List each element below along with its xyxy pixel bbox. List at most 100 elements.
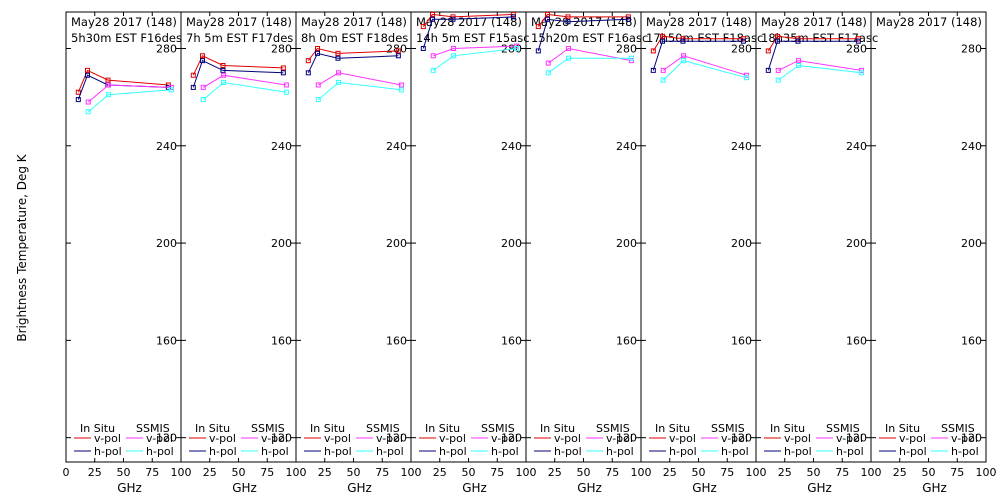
x-tick-label: 50 (232, 466, 246, 479)
legend-ssmis-title: SSMIS (711, 422, 745, 435)
data-point (628, 55, 634, 61)
series-ssmis-h (200, 80, 289, 103)
x-tick-label: 25 (663, 466, 677, 479)
series-ssmis-v (660, 53, 749, 78)
x-tick-label: 50 (922, 466, 936, 479)
data-point (85, 109, 91, 115)
series-ssmis-h (315, 80, 404, 103)
series-ssmis-h (430, 45, 519, 73)
y-tick-label: 160 (846, 334, 867, 347)
data-point (545, 60, 551, 66)
series-line (767, 40, 859, 71)
data-point (765, 67, 771, 73)
legend-insitu-vpol-label: v-pol (94, 432, 121, 445)
series-insitu-h (190, 58, 286, 90)
legend-insitu-vpol-label: v-pol (554, 432, 581, 445)
series-line (767, 35, 859, 52)
series-line (203, 74, 287, 88)
y-tick-label: 280 (731, 42, 752, 55)
series-ssmis-h (85, 87, 174, 115)
x-axis-label: GHz (347, 481, 372, 495)
panel-time-sat: 15h20m EST F16asc (531, 31, 648, 45)
y-tick-label: 120 (271, 432, 292, 445)
x-tick-label: 100 (631, 466, 652, 479)
series-ssmis-v (775, 58, 864, 73)
series-insitu-v (305, 45, 401, 64)
panel-7: 120 160 200 240 280 25 50 75 100 GHz May28 2017 (1… (755, 11, 882, 495)
series-line (317, 81, 402, 100)
legend-insitu-hpol-label: h-pol (439, 445, 467, 458)
data-point (565, 19, 571, 25)
x-tick-label: 75 (260, 466, 274, 479)
y-tick-label: 280 (846, 42, 867, 55)
panel-time-sat: 8h 0m EST F18des (301, 31, 408, 45)
series-line (537, 18, 629, 52)
series-line (662, 60, 747, 81)
legend-insitu-hpol-label: h-pol (669, 445, 697, 458)
data-point (660, 67, 666, 73)
y-tick-label: 240 (616, 140, 637, 153)
legend-ssmis-vpol-label: v-pol (261, 432, 288, 445)
panel-date: May28 2017 (148) (761, 15, 867, 29)
x-tick-label: 50 (462, 466, 476, 479)
series-line (652, 35, 744, 52)
x-axis-label: GHz (577, 481, 602, 495)
legend-ssmis-title: SSMIS (251, 422, 285, 435)
series-insitu-h (650, 38, 746, 73)
data-point (106, 82, 112, 88)
x-tick-label: 50 (577, 466, 591, 479)
data-point (398, 82, 404, 88)
data-point (190, 84, 196, 90)
x-tick-label: 75 (720, 466, 734, 479)
legend-insitu-title: In Situ (310, 422, 345, 435)
x-axis-label: GHz (692, 481, 717, 495)
data-point (565, 14, 571, 20)
panel-date: May28 2017 (148) (646, 15, 752, 29)
data-point (220, 63, 226, 69)
legend-ssmis-hpol-label: h-pol (146, 445, 174, 458)
x-tick-label: 50 (117, 466, 131, 479)
series-insitu-h (75, 72, 171, 103)
y-tick-label: 120 (846, 432, 867, 445)
y-tick-label: 160 (616, 334, 637, 347)
panel-1: 120 160 200 240 280 0 25 50 75 100 GHz May28 2017 (… (63, 11, 192, 495)
panel-2: 120 160 200 240 280 25 50 75 100 GHz May28 2017 (1… (180, 11, 307, 495)
legend-insitu-hpol-label: h-pol (324, 445, 352, 458)
series-line (433, 45, 517, 57)
data-point (451, 45, 457, 51)
series-insitu-v (75, 67, 171, 95)
data-point (85, 67, 91, 73)
data-point (200, 53, 206, 59)
data-point (398, 87, 404, 93)
legend-insitu-vpol-label: v-pol (439, 432, 466, 445)
data-point (660, 33, 666, 39)
series-insitu-h (535, 16, 631, 54)
y-tick-label: 200 (731, 237, 752, 250)
data-point (190, 72, 196, 78)
data-point (75, 97, 81, 103)
data-point (681, 53, 687, 59)
data-point (566, 45, 572, 51)
data-point (315, 97, 321, 103)
y-tick-label: 200 (616, 237, 637, 250)
y-tick-label: 240 (961, 140, 982, 153)
data-point (566, 55, 572, 61)
legend-ssmis-hpol-label: h-pol (491, 445, 519, 458)
panel-date: May28 2017 (148) (186, 15, 292, 29)
x-tick-label: 100 (746, 466, 767, 479)
series-line (318, 72, 402, 86)
legend-insitu-hpol-label: h-pol (209, 445, 237, 458)
data-point (795, 38, 801, 44)
data-point (200, 97, 206, 103)
legend-insitu-hpol-label: h-pol (554, 445, 582, 458)
legend-insitu-vpol-label: v-pol (784, 432, 811, 445)
panels-layer: 120 160 200 240 280 0 25 50 75 100 GHz May28 2017 (… (63, 11, 997, 495)
legend-ssmis-hpol-label: h-pol (721, 445, 749, 458)
series-line (422, 13, 514, 27)
data-point (85, 72, 91, 78)
x-tick-label: 100 (286, 466, 307, 479)
x-tick-label: 50 (347, 466, 361, 479)
